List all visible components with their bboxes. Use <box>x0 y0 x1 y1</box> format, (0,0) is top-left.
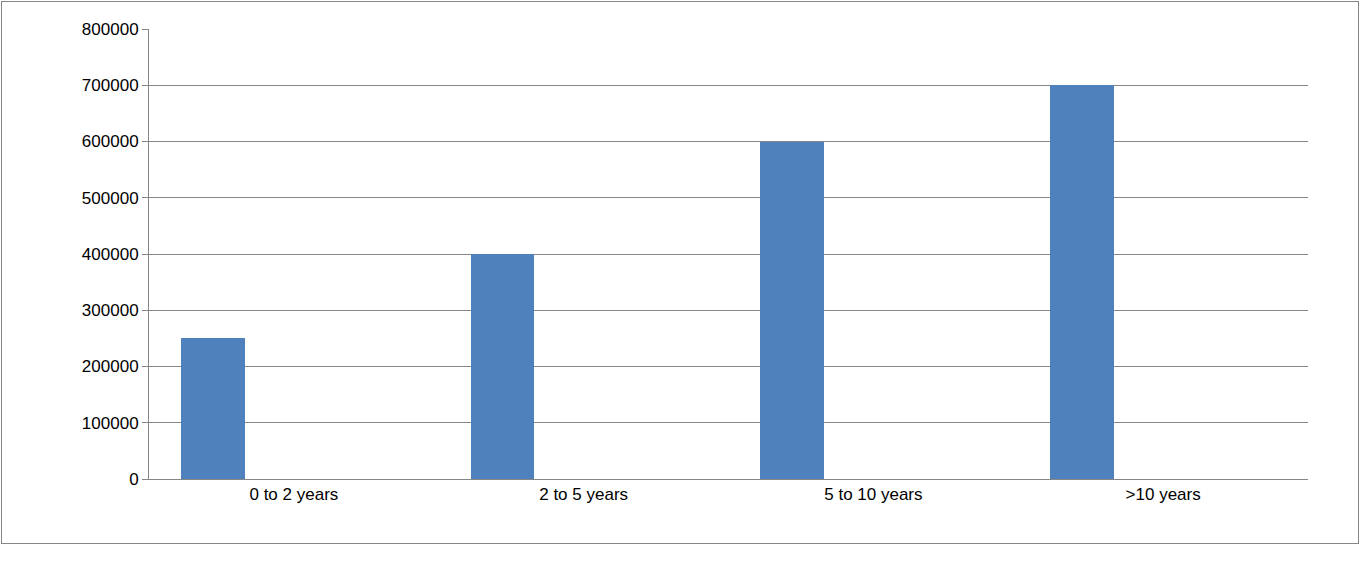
svg-text:600000: 600000 <box>82 132 139 151</box>
svg-text:0 to 2 years: 0 to 2 years <box>249 485 338 504</box>
svg-text:300000: 300000 <box>82 301 139 320</box>
svg-text:100000: 100000 <box>82 414 139 433</box>
svg-text:700000: 700000 <box>82 76 139 95</box>
svg-text:500000: 500000 <box>82 189 139 208</box>
svg-text:>10 years: >10 years <box>1126 485 1201 504</box>
svg-text:0: 0 <box>129 470 138 489</box>
svg-text:2 to 5 years: 2 to 5 years <box>539 485 628 504</box>
svg-text:200000: 200000 <box>82 357 139 376</box>
svg-text:5 to 10 years: 5 to 10 years <box>824 485 922 504</box>
svg-text:400000: 400000 <box>82 245 139 264</box>
svg-text:800000: 800000 <box>82 20 139 39</box>
